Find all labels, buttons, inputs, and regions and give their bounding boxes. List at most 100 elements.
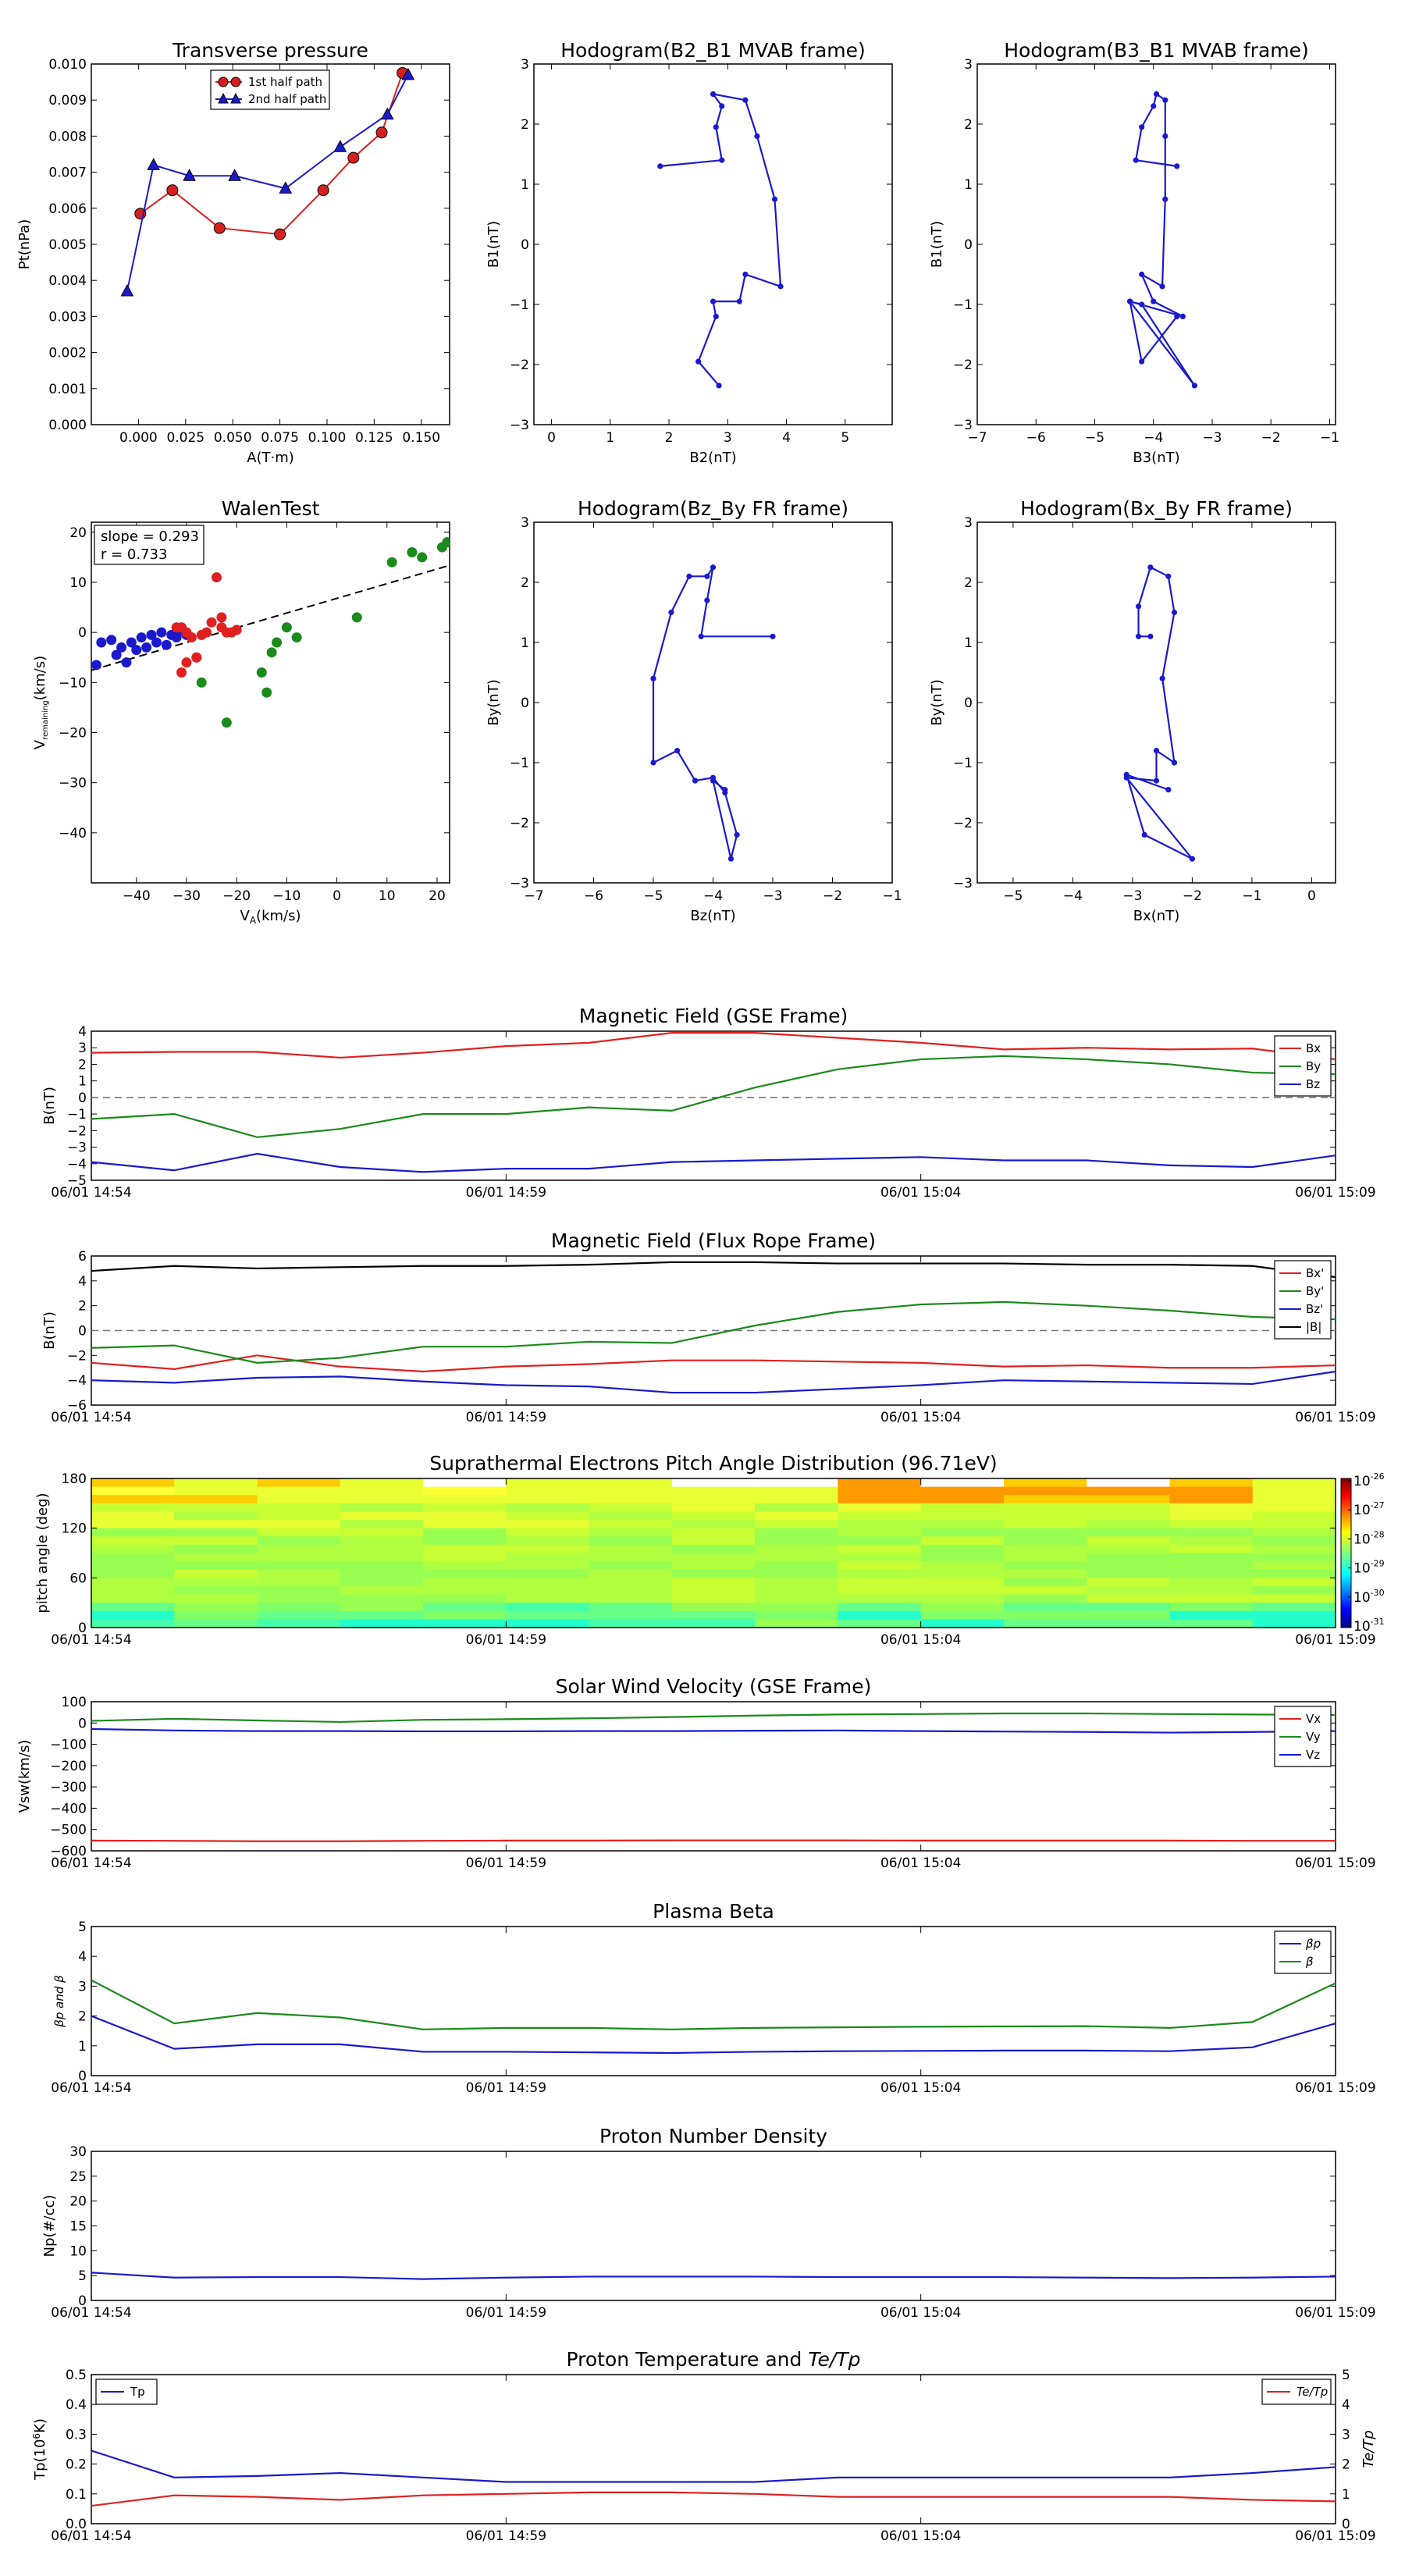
data-point bbox=[1135, 633, 1142, 639]
time-tick-label: 06/01 14:54 bbox=[51, 2080, 131, 2096]
right-tick-label: 5 bbox=[1342, 2368, 1350, 2383]
heatmap-cell bbox=[506, 1486, 590, 1496]
data-point bbox=[1174, 313, 1180, 319]
y-tick-label: 0.002 bbox=[48, 346, 87, 361]
heatmap-cell bbox=[91, 1553, 175, 1562]
heatmap-cell bbox=[423, 1495, 507, 1504]
time-tick-label: 06/01 14:59 bbox=[466, 2080, 546, 2096]
heatmap-cell bbox=[1169, 1511, 1254, 1521]
scatter-point bbox=[216, 612, 227, 623]
heatmap bbox=[91, 1478, 1336, 1628]
data-point bbox=[674, 748, 681, 754]
y-tick-label: 1 bbox=[78, 2039, 87, 2055]
right-tick-label: 2 bbox=[1342, 2457, 1350, 2473]
heatmap-cell bbox=[1169, 1486, 1254, 1496]
y-tick-label: 1 bbox=[521, 177, 529, 193]
heatmap-cell bbox=[257, 1520, 341, 1529]
legend-marker bbox=[230, 92, 241, 104]
series-line bbox=[140, 73, 404, 236]
heatmap-cell bbox=[838, 1503, 922, 1513]
y-tick-label: 0.009 bbox=[48, 93, 87, 109]
y-tick-label: 4 bbox=[78, 1949, 87, 1965]
x-tick-label: 1 bbox=[606, 430, 614, 446]
heatmap-cell bbox=[1003, 1503, 1087, 1513]
data-point bbox=[1139, 301, 1145, 308]
x-tick-label: 0.100 bbox=[308, 430, 347, 446]
heatmap-cell bbox=[91, 1578, 175, 1587]
x-tick-label: −10 bbox=[272, 888, 301, 904]
y-tick-label: −2 bbox=[953, 358, 973, 373]
time-tick-label: 06/01 14:59 bbox=[466, 1632, 546, 1648]
legend-label: Bx bbox=[1306, 1041, 1321, 1055]
heatmap-cell bbox=[174, 1594, 258, 1603]
heatmap-cell bbox=[671, 1536, 756, 1546]
colorbar-label: 10-30 bbox=[1353, 1588, 1385, 1606]
heatmap-cell bbox=[1003, 1520, 1087, 1529]
data-point bbox=[1123, 771, 1129, 778]
heatmap-cell bbox=[1252, 1495, 1336, 1504]
heatmap-cell bbox=[340, 1528, 424, 1537]
heatmap-cell bbox=[91, 1486, 175, 1496]
data-point bbox=[695, 358, 702, 365]
legend-label: Bx' bbox=[1306, 1266, 1324, 1280]
y-tick-label: −2 bbox=[953, 816, 973, 831]
time-tick-label: 06/01 15:04 bbox=[880, 1856, 961, 1871]
chart-wt: WalenTest −40 −30 −20 −10 0 10 20 −40 −30 −20 −10 0 1… bbox=[32, 497, 450, 926]
heatmap-cell bbox=[1003, 1578, 1087, 1587]
time-tick-label: 06/01 15:04 bbox=[880, 1632, 961, 1648]
heatmap-cell bbox=[1087, 1603, 1171, 1612]
heatmap-cell bbox=[91, 1478, 175, 1488]
heatmap-cell bbox=[340, 1569, 424, 1578]
title-math: Te/Tp bbox=[802, 2348, 860, 2371]
y-tick-label: 60 bbox=[69, 1571, 87, 1586]
time-tick-label: 06/01 15:04 bbox=[880, 2080, 961, 2096]
data-point bbox=[1151, 298, 1157, 304]
y-tick-label: 15 bbox=[69, 2219, 87, 2235]
heatmap-cell bbox=[1169, 1495, 1254, 1504]
heatmap-cell bbox=[1087, 1511, 1171, 1521]
x-tick-label: −3 bbox=[763, 888, 782, 904]
y-tick-label: −10 bbox=[59, 675, 87, 691]
y-tick-label: 3 bbox=[521, 515, 529, 531]
scatter-point bbox=[126, 637, 137, 648]
heatmap-cell bbox=[920, 1553, 1005, 1562]
data-point bbox=[1127, 298, 1133, 304]
y-axis-label: Pt(nPa) bbox=[16, 219, 33, 269]
heatmap-cell bbox=[174, 1544, 258, 1554]
heatmap-cell bbox=[671, 1520, 756, 1529]
heatmap-cell bbox=[423, 1594, 507, 1603]
y-tick-label: 4 bbox=[78, 1274, 87, 1290]
colorbar bbox=[1340, 1478, 1352, 1628]
y-tick-label: −1 bbox=[510, 756, 529, 771]
heatmap-cell bbox=[755, 1585, 838, 1596]
heatmap-cell bbox=[920, 1495, 1005, 1504]
x-tick-label: −2 bbox=[823, 888, 842, 904]
data-point bbox=[1153, 91, 1160, 98]
y-tick-label: −3 bbox=[67, 1140, 87, 1156]
heatmap-cell bbox=[589, 1569, 673, 1578]
heatmap-cell bbox=[589, 1610, 673, 1620]
y-tick-label: −2 bbox=[510, 358, 529, 373]
heatmap-cell bbox=[671, 1528, 756, 1537]
y-tick-label: −3 bbox=[510, 418, 529, 433]
heatmap-cell bbox=[1087, 1594, 1171, 1603]
chart-h3: Hodogram(Bz_By FR frame) −7 −6 −5 −4 −3 −2 −1 −3… bbox=[486, 497, 902, 924]
time-tick-label: 06/01 14:54 bbox=[51, 1410, 131, 1425]
heatmap-cell bbox=[1252, 1603, 1336, 1612]
data-marker bbox=[147, 158, 161, 170]
scatter-point bbox=[206, 617, 217, 628]
heatmap-cell bbox=[506, 1511, 590, 1521]
data-point bbox=[657, 163, 663, 169]
chart-title: WalenTest bbox=[222, 497, 320, 520]
heatmap-cell bbox=[1087, 1578, 1171, 1587]
heatmap-cell bbox=[838, 1594, 922, 1603]
y-tick-label: 0.5 bbox=[66, 2368, 87, 2383]
heatmap-cell bbox=[1252, 1536, 1336, 1546]
right-tick-label: 0 bbox=[1342, 2517, 1350, 2532]
heatmap-cell bbox=[755, 1528, 838, 1537]
heatmap-cell bbox=[1252, 1578, 1336, 1587]
y-axis-label: Vremaining(km/s) bbox=[32, 656, 50, 749]
data-marker bbox=[317, 184, 329, 197]
y-tick-label: 0 bbox=[78, 625, 87, 641]
y-label-sup: 6 bbox=[31, 2433, 42, 2439]
